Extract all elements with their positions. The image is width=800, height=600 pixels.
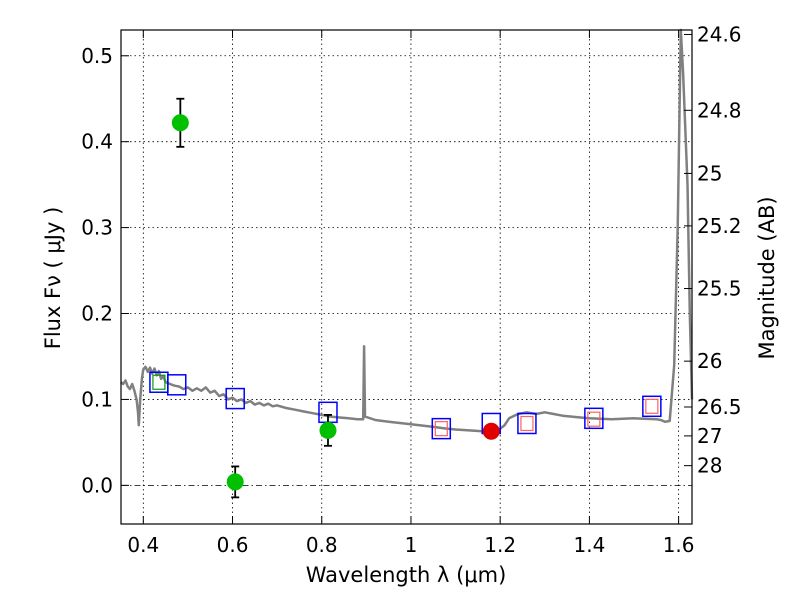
grid — [121, 30, 692, 524]
right-tick-label: 25.5 — [697, 277, 742, 301]
y-tick-label: 0.1 — [81, 387, 113, 411]
band-square-inner-marker — [587, 411, 601, 427]
x-tick-label: 1.4 — [573, 533, 605, 557]
x-tick-label: 0.6 — [217, 533, 249, 557]
x-tick-label: 1.2 — [484, 533, 516, 557]
band-square-marker — [642, 395, 662, 418]
x-tick-label: 1 — [405, 533, 418, 557]
band-square-inner-marker — [645, 398, 659, 414]
plot-frame — [120, 29, 693, 525]
y-tick-label: 0.2 — [81, 302, 113, 326]
y-tick-label: 0.4 — [81, 130, 113, 154]
band-square-marker — [517, 412, 537, 435]
band-square-marker — [584, 407, 604, 430]
data-point-circle — [319, 421, 337, 439]
spectrum-line — [120, 28, 694, 434]
right-tick-label: 26 — [697, 349, 722, 373]
x-tick-label: 0.4 — [127, 533, 159, 557]
right-tick-label: 25.2 — [697, 214, 742, 238]
right-tick-label: 26.5 — [697, 395, 742, 419]
band-square-marker — [431, 417, 452, 440]
axis-ticks — [121, 30, 692, 524]
right-tick-label: 28 — [697, 454, 722, 478]
y-tick-label: 0.0 — [81, 473, 113, 497]
band-square-inner-marker — [434, 421, 448, 437]
data-point-circle — [226, 473, 244, 491]
right-tick-label: 25 — [697, 161, 722, 185]
right-tick-label: 24.8 — [697, 98, 742, 122]
data-point-circle — [482, 422, 500, 440]
right-tick-label: 24.6 — [697, 22, 742, 46]
band-square-marker — [167, 374, 187, 396]
right-tick-label: 27 — [697, 424, 722, 448]
y-axis-label: Flux Fν ( μJy ) — [41, 207, 65, 350]
band-square-inner-marker — [152, 374, 166, 390]
x-tick-label: 0.8 — [306, 533, 338, 557]
x-axis-label: Wavelength λ (μm) — [306, 563, 507, 587]
axis-tick-labels: 0.4 0.6 0.8 1 1.2 1.4 1.6 0.0 0.1 0.2 0.3 0.4 0.5 24.… — [81, 22, 741, 557]
band-square-marker — [225, 387, 245, 410]
x-tick-label: 1.6 — [663, 533, 695, 557]
data-markers — [149, 97, 662, 499]
data-point-circle — [171, 114, 189, 132]
y-tick-label: 0.5 — [81, 44, 113, 68]
band-square-inner-marker — [520, 415, 534, 432]
model-spectrum — [120, 28, 694, 434]
y-tick-label: 0.3 — [81, 216, 113, 240]
right-axis-label: Magnitude (AB) — [755, 196, 779, 359]
